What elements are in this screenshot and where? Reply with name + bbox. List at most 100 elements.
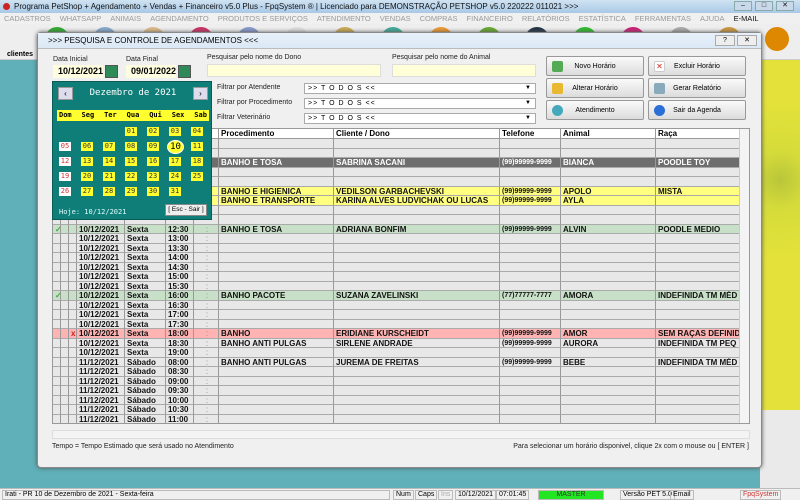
calendar-day[interactable]: 11 [191,142,203,151]
table-row[interactable]: 10/12/2021 Sexta 13:00: [53,234,741,244]
calendar-day[interactable]: 19 [59,172,71,181]
table-row[interactable]: 10/12/2021 Sexta 14:30: [53,262,741,272]
calendar-day[interactable]: 14 [103,157,115,166]
calendar-day[interactable]: 20 [81,172,93,181]
table-row[interactable]: 11/12/2021 Sábado 10:00: [53,395,741,405]
table-row[interactable]: 10/12/2021 Sexta 15:00: [53,272,741,282]
data-final-field[interactable]: 09/01/2022 [126,65,176,78]
menu-item[interactable]: FINANCEIRO [466,14,513,23]
novo-horario-button[interactable]: Novo Horário [546,56,644,76]
calendar-day[interactable]: 04 [191,127,203,136]
calendar-day[interactable]: 12 [59,157,71,166]
calendar-day[interactable]: 31 [169,187,181,196]
calendar-day[interactable]: 21 [103,172,115,181]
calendar-day[interactable]: 23 [147,172,159,181]
calendar-day[interactable]: 22 [125,172,137,181]
column-header[interactable]: Cliente / Dono [334,129,500,139]
toolbar-icon[interactable] [765,27,789,51]
table-row[interactable]: 10/12/2021 Sexta 19:00: [53,348,741,358]
calendar-day[interactable]: 05 [59,142,71,151]
calendar-day[interactable]: 29 [125,187,137,196]
alterar-horario-button[interactable]: Alterar Horário [546,78,644,98]
menu-item[interactable]: E-MAIL [733,14,759,23]
calendar-day[interactable]: 08 [125,142,137,151]
table-row[interactable]: 11/12/2021 Sábado 08:00: BANHO ANTI PULGAS J… [53,357,741,367]
status-email[interactable]: Email [670,490,694,500]
calendar-day[interactable]: 30 [147,187,159,196]
maximize-button[interactable]: □ [755,1,773,11]
menu-item[interactable]: FERRAMENTAS [634,14,691,23]
calendar-day[interactable]: 02 [147,127,159,136]
table-row[interactable]: 10/12/2021 Sexta 18:30: BANHO ANTI PULGAS SI… [53,338,741,348]
animal-search-input[interactable] [392,64,536,77]
next-month-button[interactable]: › [193,87,208,100]
calendar-icon[interactable] [178,65,191,78]
excluir-horario-button[interactable]: ✕ Excluir Horário [648,56,746,76]
table-row[interactable]: 11/12/2021 Sábado 09:00: [53,376,741,386]
menu-item[interactable]: ATENDIMENTO [316,14,371,23]
calendar-day[interactable]: 17 [169,157,181,166]
calendar-day[interactable]: 13 [81,157,93,166]
dono-search-input[interactable] [207,64,381,77]
column-header[interactable]: Animal [561,129,656,139]
clientes-button[interactable]: clientes [4,24,36,60]
calendar-day[interactable]: 27 [81,187,93,196]
column-header[interactable]: Telefone [500,129,561,139]
filter-select[interactable]: >> T O D O S << ▼ [304,83,536,94]
table-row[interactable]: 11/12/2021 Sábado 09:30: [53,386,741,396]
table-row[interactable]: 10/12/2021 Sexta 16:30: [53,300,741,310]
close-button[interactable]: ✕ [776,1,794,11]
table-row[interactable]: 11/12/2021 Sábado 11:00: [53,414,741,423]
calendar-day[interactable]: 24 [169,172,181,181]
menu-item[interactable]: COMPRAS [419,14,458,23]
gerar-relatorio-button[interactable]: Gerar Relatório [648,78,746,98]
column-header[interactable]: Raça [656,129,741,139]
filter-select[interactable]: >> T O D O S << ▼ [304,98,536,109]
menu-item[interactable]: WHATSAPP [59,14,102,23]
calendar-day[interactable]: 09 [147,142,159,151]
help-button[interactable]: ? [715,35,735,46]
menu-item[interactable]: ANIMAIS [110,14,142,23]
menu-item[interactable]: PRODUTOS E SERVIÇOS [217,14,308,23]
table-row[interactable]: 11/12/2021 Sábado 08:30: [53,367,741,377]
calendar-day[interactable]: 18 [191,157,203,166]
calendar-day[interactable]: 06 [81,142,93,151]
agenda-grid[interactable]: Procedimento Cliente / Dono Telefone Animal… [52,128,750,424]
table-row[interactable]: 10/12/2021 Sexta 17:30: [53,319,741,329]
menu-item[interactable]: AGENDAMENTO [150,14,209,23]
table-row[interactable]: 10/12/2021 Sexta 14:00: [53,253,741,263]
table-row[interactable]: 10/12/2021 Sexta 17:00: [53,310,741,320]
calendar-day[interactable]: 10 [167,140,184,154]
table-row[interactable]: 10/12/2021 Sexta 15:30: [53,281,741,291]
column-header[interactable]: Procedimento [219,129,334,139]
menu-item[interactable]: RELATÓRIOS [521,14,570,23]
dialog-close-button[interactable]: ✕ [737,35,757,46]
menu-item[interactable]: AJUDA [699,14,725,23]
menu-item[interactable]: ESTATÍSTICA [578,14,626,23]
esc-sair-button[interactable]: [ Esc - Sair ] [165,204,207,216]
calendar-day[interactable]: 16 [147,157,159,166]
calendar-day[interactable]: 28 [103,187,115,196]
data-inicial-field[interactable]: 10/12/2021 [53,65,103,78]
calendar-day[interactable]: 25 [191,172,203,181]
calendar-day[interactable]: 03 [169,127,181,136]
vertical-scrollbar[interactable] [739,129,749,423]
calendar-day[interactable]: 15 [125,157,137,166]
calendar-day[interactable]: 26 [59,187,71,196]
calendar-icon[interactable] [105,65,118,78]
menu-item[interactable]: VENDAS [379,14,411,23]
filter-select[interactable]: >> T O D O S << ▼ [304,113,536,124]
horizontal-scrollbar[interactable] [52,430,750,439]
atendimento-button[interactable]: Atendimento [546,100,644,120]
table-row[interactable]: x 10/12/2021 Sexta 18:00: BANHO ERIDIANE KURS… [53,329,741,339]
menu-item[interactable]: CADASTROS [4,14,51,23]
table-row[interactable]: 11/12/2021 Sábado 10:30: [53,405,741,415]
prev-month-button[interactable]: ‹ [58,87,73,100]
sair-agenda-button[interactable]: Sair da Agenda [648,100,746,120]
calendar-day[interactable]: 07 [103,142,115,151]
minimize-button[interactable]: – [734,1,752,11]
table-row[interactable]: 10/12/2021 Sexta 13:30: [53,243,741,253]
calendar-day[interactable]: 01 [125,127,137,136]
